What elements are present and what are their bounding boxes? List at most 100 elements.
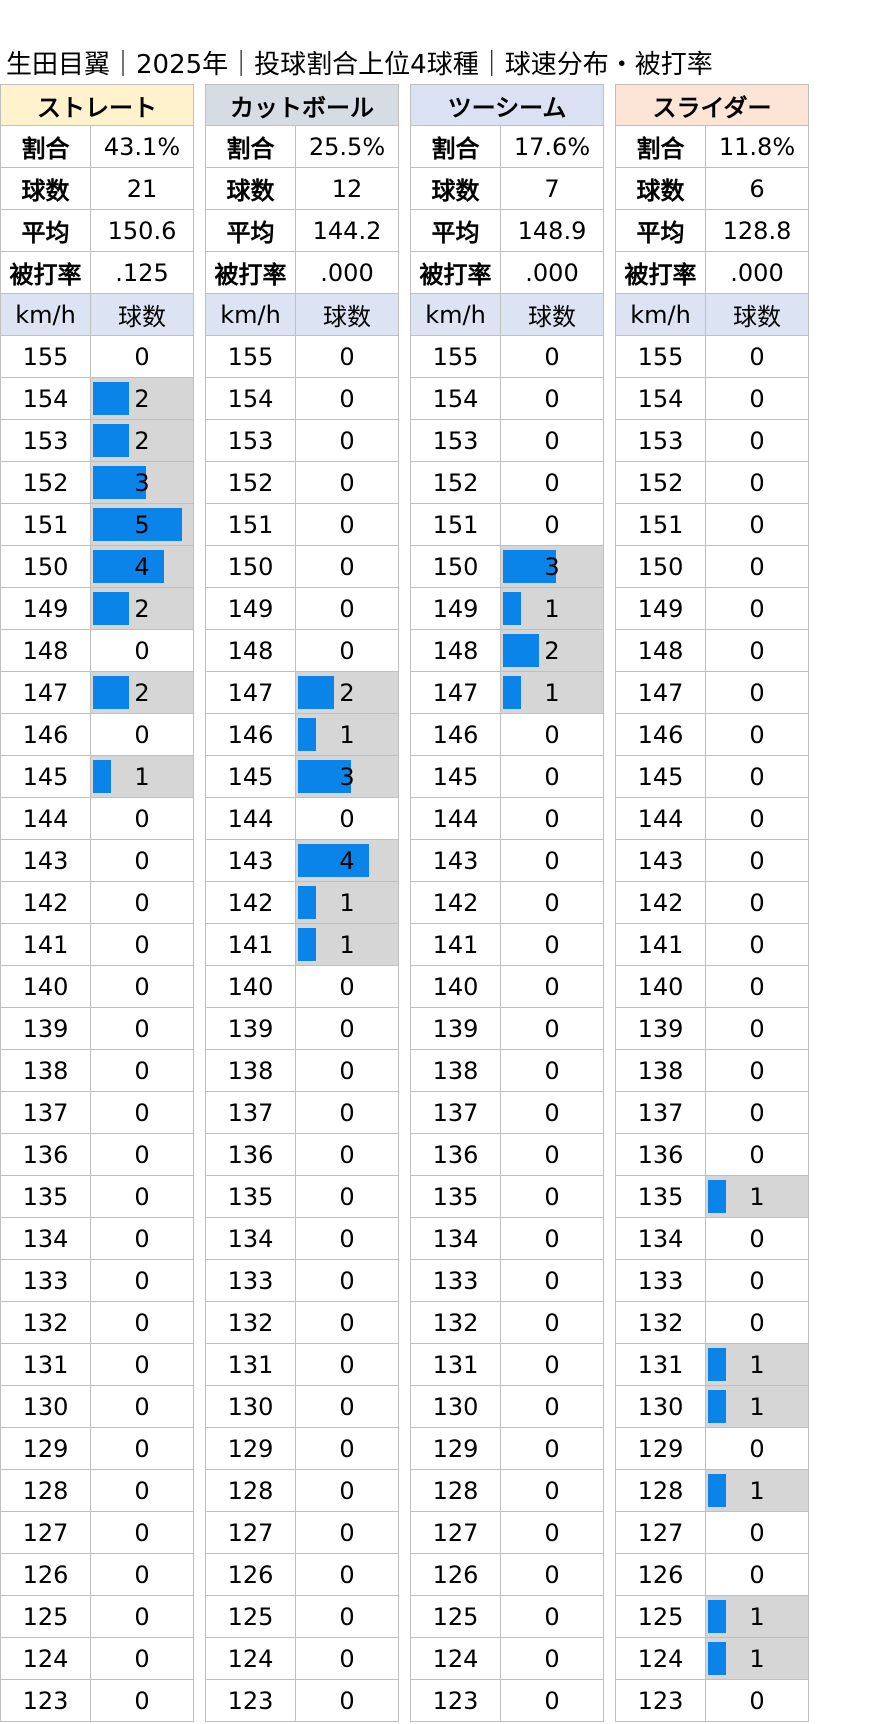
count-value: 0	[544, 1644, 560, 1673]
speed-label: 127	[615, 1512, 706, 1554]
count-value: 0	[339, 552, 355, 581]
count-cell: 0	[706, 1050, 809, 1092]
speed-label: 151	[0, 504, 91, 546]
count-value: 1	[749, 1644, 765, 1673]
speed-row: 131 0	[0, 1344, 194, 1386]
count-cell: 0	[501, 1596, 604, 1638]
count-cell: 0	[296, 1344, 399, 1386]
pitch-name: ツーシーム	[410, 84, 604, 126]
count-cell: 0	[501, 1176, 604, 1218]
count-value: 0	[134, 1224, 150, 1253]
speed-label: 144	[410, 798, 501, 840]
speed-row: 155 0	[615, 336, 809, 378]
speed-label: 129	[0, 1428, 91, 1470]
count-cell: 0	[501, 1554, 604, 1596]
count-value: 0	[544, 1308, 560, 1337]
speed-label: 126	[205, 1554, 296, 1596]
speed-label: 144	[615, 798, 706, 840]
count-cell: 0	[706, 420, 809, 462]
count-cell: 0	[91, 1680, 194, 1722]
count-value: 0	[544, 972, 560, 1001]
speed-row: 142 0	[615, 882, 809, 924]
speed-label: 144	[205, 798, 296, 840]
count-cell: 2	[91, 378, 194, 420]
stat-value: 12	[296, 168, 399, 210]
speed-label: 146	[205, 714, 296, 756]
speed-row: 135 0	[0, 1176, 194, 1218]
speed-label: 149	[205, 588, 296, 630]
count-value: 0	[749, 1014, 765, 1043]
speed-row: 144 0	[205, 798, 399, 840]
count-bar	[708, 1180, 726, 1213]
stat-label: 割合	[615, 126, 706, 168]
speed-label: 137	[0, 1092, 91, 1134]
speed-label: 147	[0, 672, 91, 714]
count-value: 0	[544, 1056, 560, 1085]
count-value: 0	[749, 1560, 765, 1589]
count-cell: 0	[296, 966, 399, 1008]
count-cell: 1	[91, 756, 194, 798]
speed-label: 132	[615, 1302, 706, 1344]
count-value: 0	[339, 1182, 355, 1211]
count-cell: 0	[706, 840, 809, 882]
count-cell: 0	[91, 1428, 194, 1470]
count-cell: 0	[501, 1008, 604, 1050]
speed-row: 145 3	[205, 756, 399, 798]
speed-row: 126 0	[0, 1554, 194, 1596]
count-cell: 1	[501, 588, 604, 630]
speed-header: km/h	[410, 294, 501, 336]
count-value: 0	[544, 1014, 560, 1043]
speed-label: 145	[615, 756, 706, 798]
speed-label: 133	[410, 1260, 501, 1302]
count-value: 0	[134, 1014, 150, 1043]
count-cell: 0	[706, 630, 809, 672]
speed-label: 136	[410, 1134, 501, 1176]
count-cell: 0	[706, 1092, 809, 1134]
speed-row: 142 1	[205, 882, 399, 924]
count-value: 0	[339, 972, 355, 1001]
speed-row: 139 0	[615, 1008, 809, 1050]
speed-row: 151 0	[615, 504, 809, 546]
count-cell: 0	[296, 336, 399, 378]
count-cell: 0	[706, 1680, 809, 1722]
speed-row: 146 0	[615, 714, 809, 756]
speed-row: 128 0	[410, 1470, 604, 1512]
stat-label: 割合	[0, 126, 91, 168]
speed-label: 139	[205, 1008, 296, 1050]
count-cell: 0	[296, 1176, 399, 1218]
stat-row: 球数 12	[205, 168, 399, 210]
count-cell: 0	[706, 588, 809, 630]
speed-row: 143 0	[615, 840, 809, 882]
speed-row: 136 0	[205, 1134, 399, 1176]
count-cell: 1	[706, 1344, 809, 1386]
count-value: 0	[339, 342, 355, 371]
speed-label: 134	[615, 1218, 706, 1260]
stat-value: 43.1%	[91, 126, 194, 168]
speed-label: 129	[410, 1428, 501, 1470]
count-cell: 0	[501, 798, 604, 840]
speed-label: 127	[0, 1512, 91, 1554]
count-value: 0	[749, 1140, 765, 1169]
count-value: 0	[544, 468, 560, 497]
count-cell: 0	[296, 798, 399, 840]
stat-label: 割合	[410, 126, 501, 168]
speed-label: 151	[615, 504, 706, 546]
speed-row: 150 3	[410, 546, 604, 588]
count-value: 0	[339, 1266, 355, 1295]
stat-value: 25.5%	[296, 126, 399, 168]
count-bar	[503, 676, 521, 709]
count-value: 0	[544, 1602, 560, 1631]
count-header: 球数	[296, 294, 399, 336]
speed-label: 148	[205, 630, 296, 672]
speed-label: 153	[615, 420, 706, 462]
speed-label: 149	[410, 588, 501, 630]
count-bar	[298, 844, 369, 877]
count-value: 0	[134, 1476, 150, 1505]
speed-row: 124 1	[615, 1638, 809, 1680]
speed-label: 150	[615, 546, 706, 588]
stat-row: 平均 150.6	[0, 210, 194, 252]
count-cell: 0	[91, 1596, 194, 1638]
speed-label: 155	[205, 336, 296, 378]
speed-label: 126	[0, 1554, 91, 1596]
count-cell: 0	[706, 1218, 809, 1260]
